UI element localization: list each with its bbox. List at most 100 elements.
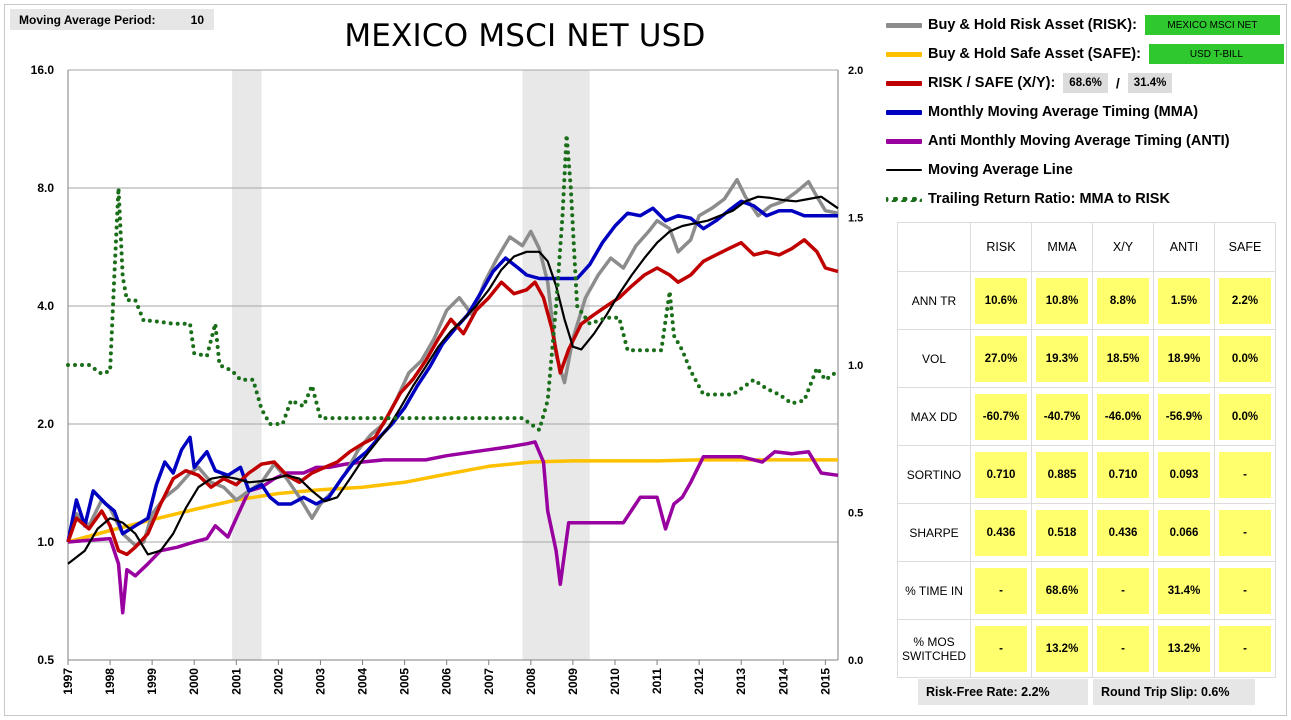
chart-frame bbox=[4, 4, 1287, 716]
stat-value: 19.3% bbox=[1036, 335, 1088, 382]
y-right-tick-label: 2.0 bbox=[848, 65, 863, 77]
col-header: MMA bbox=[1031, 222, 1093, 272]
stats-row: % MOS SWITCHED - 13.2% - 13.2% - bbox=[897, 619, 1276, 678]
x-tick-label: 1998 bbox=[103, 668, 117, 695]
legend-anti-swatch bbox=[886, 138, 922, 144]
x-tick-label: 2013 bbox=[734, 668, 748, 695]
stats-row: MAX DD -60.7% -40.7% -46.0% -56.9% 0.0% bbox=[897, 387, 1276, 446]
legend-trr: Trailing Return Ratio: MMA to RISK bbox=[886, 188, 1170, 210]
y-left-tick-label: 4.0 bbox=[37, 299, 54, 313]
series-line-1 bbox=[67, 458, 838, 544]
col-header: SAFE bbox=[1214, 222, 1276, 272]
stat-value: 10.6% bbox=[975, 277, 1027, 324]
x-tick-label: 2002 bbox=[271, 668, 285, 695]
x-tick-label: 2010 bbox=[608, 668, 622, 695]
stats-header-row: RISK MMA X/Y ANTI SAFE bbox=[897, 222, 1276, 272]
x-tick-label: 2004 bbox=[356, 668, 370, 695]
stats-table: RISK MMA X/Y ANTI SAFE ANN TR 10.6% 10.8… bbox=[897, 222, 1276, 678]
col-header: X/Y bbox=[1092, 222, 1154, 272]
stats-row: VOL 27.0% 19.3% 18.5% 18.9% 0.0% bbox=[897, 329, 1276, 388]
moving-average-period: Moving Average Period: 10 bbox=[10, 9, 214, 30]
period-label: Moving Average Period: bbox=[19, 12, 156, 27]
stat-value: -60.7% bbox=[975, 393, 1027, 440]
stat-value: - bbox=[1097, 567, 1149, 614]
x-tick-label: 1999 bbox=[145, 668, 159, 695]
recession-band bbox=[522, 70, 590, 660]
x-tick-label: 2003 bbox=[313, 668, 327, 695]
y-right-tick-label: 1.0 bbox=[848, 360, 863, 372]
legend-safe-swatch bbox=[886, 51, 922, 57]
legend-risk: Buy & Hold Risk Asset (RISK): MEXICO MSC… bbox=[886, 14, 1280, 36]
stat-value: 8.8% bbox=[1097, 277, 1149, 324]
risk-pct: 68.6% bbox=[1063, 73, 1108, 93]
x-tick-label: 2005 bbox=[398, 668, 412, 695]
row-label: % MOS SWITCHED bbox=[897, 619, 971, 678]
series-line-4 bbox=[67, 440, 839, 615]
legend-trr-label: Trailing Return Ratio: MMA to RISK bbox=[928, 191, 1170, 207]
legend-anti: Anti Monthly Moving Average Timing (ANTI… bbox=[886, 130, 1230, 152]
series-line-5 bbox=[67, 195, 839, 565]
legend-ma: Moving Average Line bbox=[886, 159, 1073, 181]
stat-value: 27.0% bbox=[975, 335, 1027, 382]
x-tick-label: 2007 bbox=[482, 668, 496, 695]
x-tick-label: 2009 bbox=[566, 668, 580, 695]
pct-slash: / bbox=[1115, 75, 1120, 91]
period-value: 10 bbox=[190, 12, 204, 27]
series-line-2 bbox=[66, 238, 839, 557]
stat-value: 13.2% bbox=[1036, 625, 1088, 672]
round-trip-slip: Round Trip Slip: 0.6% bbox=[1093, 679, 1255, 705]
stat-value: - bbox=[1219, 509, 1271, 556]
stat-value: 0.0% bbox=[1219, 335, 1271, 382]
legend-xy-swatch bbox=[886, 80, 922, 86]
stat-value: - bbox=[975, 625, 1027, 672]
series-line-6 bbox=[66, 132, 840, 432]
stat-value: - bbox=[975, 567, 1027, 614]
stat-value: -46.0% bbox=[1097, 393, 1149, 440]
stat-value: 0.436 bbox=[975, 509, 1027, 556]
stat-value: 0.885 bbox=[1036, 451, 1088, 498]
stat-value: 31.4% bbox=[1158, 567, 1210, 614]
stats-row: ANN TR 10.6% 10.8% 8.8% 1.5% 2.2% bbox=[897, 271, 1276, 330]
legend-xy-label: RISK / SAFE (X/Y): bbox=[928, 75, 1056, 91]
y-right-tick-label: 0.5 bbox=[848, 508, 863, 520]
chart-plot: 0.5 1.0 2.0 4.0 8.0 16.0 0.0 0.5 1.0 1.5 2.0 1997 19… bbox=[31, 63, 864, 695]
stat-value: 2.2% bbox=[1219, 277, 1271, 324]
stat-value: - bbox=[1097, 625, 1149, 672]
y-right-tick-label: 1.5 bbox=[848, 213, 863, 225]
x-tick-label: 2011 bbox=[650, 668, 664, 694]
stat-value: 0.710 bbox=[975, 451, 1027, 498]
x-tick-label: 2008 bbox=[524, 668, 538, 695]
row-label: MAX DD bbox=[897, 387, 971, 446]
safe-pct: 31.4% bbox=[1127, 73, 1173, 93]
col-header: ANTI bbox=[1153, 222, 1215, 272]
x-tick-label: 2015 bbox=[818, 668, 832, 695]
stat-value: -40.7% bbox=[1036, 393, 1088, 440]
y-left-tick-label: 8.0 bbox=[37, 181, 54, 195]
x-tick-label: 2014 bbox=[776, 668, 790, 695]
row-label: SHARPE bbox=[897, 503, 971, 562]
stat-value: 0.710 bbox=[1097, 451, 1149, 498]
x-tick-label: 2001 bbox=[229, 668, 243, 695]
legend-safe: Buy & Hold Safe Asset (SAFE): USD T-BILL bbox=[886, 43, 1284, 65]
stat-value: 0.518 bbox=[1036, 509, 1088, 556]
stats-corner bbox=[897, 222, 971, 272]
stat-value: - bbox=[1219, 625, 1271, 672]
stat-value: 1.5% bbox=[1158, 277, 1210, 324]
risk-asset-badge: MEXICO MSCI NET bbox=[1144, 15, 1280, 35]
legend-mma-label: Monthly Moving Average Timing (MMA) bbox=[928, 104, 1199, 120]
stat-value: 13.2% bbox=[1158, 625, 1210, 672]
row-label: ANN TR bbox=[897, 271, 971, 330]
stats-row: SORTINO 0.710 0.885 0.710 0.093 - bbox=[897, 445, 1276, 504]
x-tick-label: 2006 bbox=[440, 668, 454, 695]
stat-value: 0.066 bbox=[1158, 509, 1210, 556]
row-label: SORTINO bbox=[897, 445, 971, 504]
series-line-0 bbox=[66, 177, 839, 548]
x-tick-label: 1997 bbox=[61, 668, 75, 695]
y-right-tick-label: 0.0 bbox=[848, 655, 863, 667]
legend-risk-label: Buy & Hold Risk Asset (RISK): bbox=[928, 17, 1137, 33]
legend-mma-swatch bbox=[886, 109, 922, 115]
legend-anti-label: Anti Monthly Moving Average Timing (ANTI… bbox=[928, 133, 1230, 149]
stat-value: - bbox=[1219, 451, 1271, 498]
legend-trr-swatch bbox=[886, 196, 922, 202]
x-tick-label: 2012 bbox=[692, 668, 706, 695]
